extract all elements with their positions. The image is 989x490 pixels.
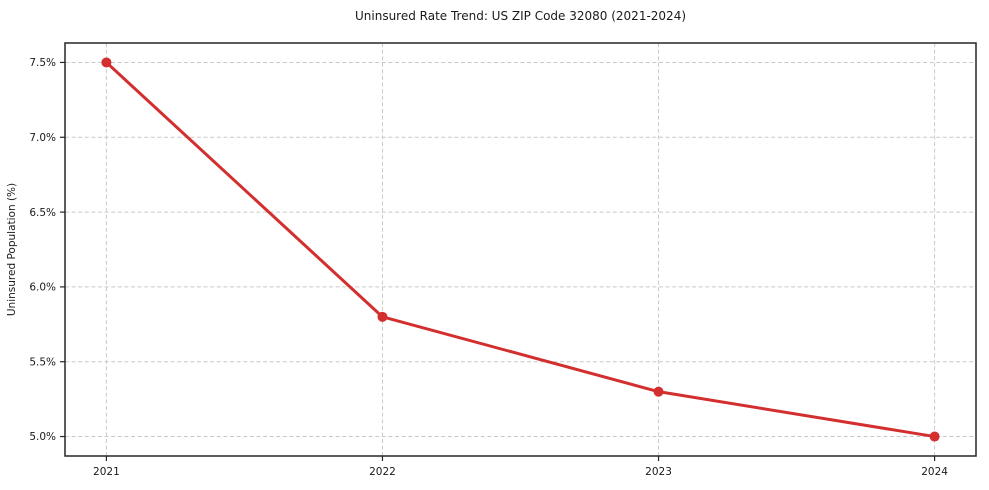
x-tick-label: 2021 bbox=[93, 466, 120, 478]
data-point-marker bbox=[929, 431, 940, 442]
y-tick-label: 5.0% bbox=[29, 431, 56, 443]
chart-layer: 5.0% 5.5% 6.0% 6.5% 7.0% 7.5% 2021 2022 2023 2024 bbox=[29, 42, 977, 478]
data-point-marker bbox=[653, 386, 664, 397]
y-tick-label: 7.5% bbox=[29, 57, 56, 69]
x-tick-label: 2024 bbox=[921, 466, 948, 478]
y-tick-label: 6.5% bbox=[29, 207, 56, 219]
chart-title: Uninsured Rate Trend: US ZIP Code 32080 … bbox=[355, 9, 686, 23]
x-tick-label: 2022 bbox=[369, 466, 396, 478]
x-tick-label: 2023 bbox=[645, 466, 672, 478]
y-tick-label: 7.0% bbox=[29, 132, 56, 144]
data-point-marker bbox=[101, 57, 112, 68]
y-tick-label: 6.0% bbox=[29, 282, 56, 294]
trend-line bbox=[104, 60, 937, 439]
plot-border bbox=[64, 42, 977, 457]
data-point-marker bbox=[377, 311, 388, 322]
y-axis-label: Uninsured Population (%) bbox=[6, 183, 18, 316]
y-tick-label: 5.5% bbox=[29, 356, 56, 368]
